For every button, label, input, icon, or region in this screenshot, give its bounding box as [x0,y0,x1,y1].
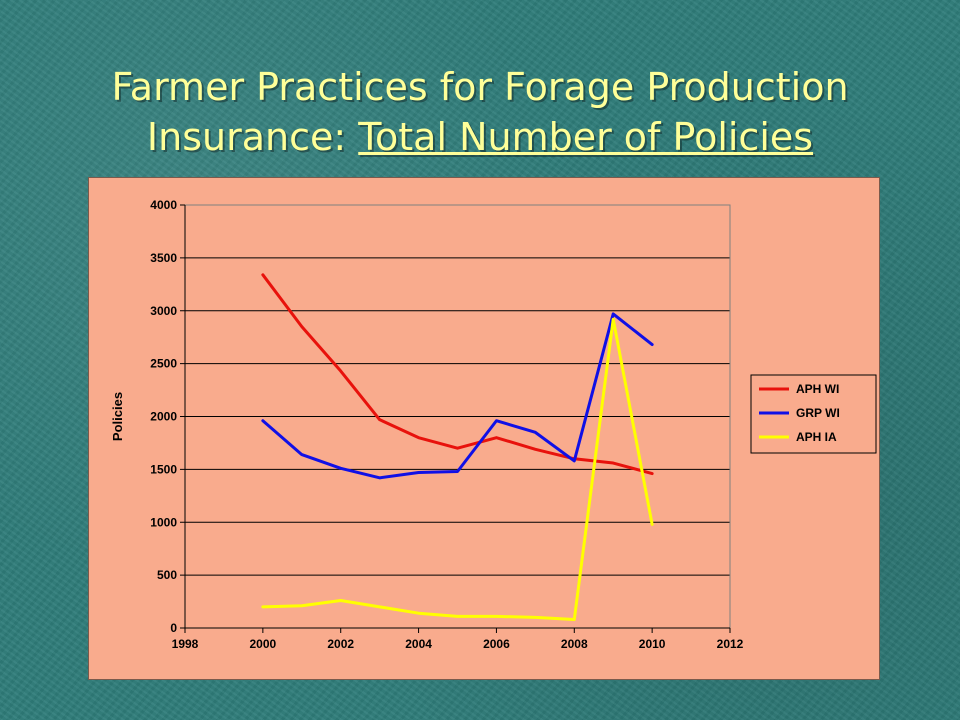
y-tick-label-1000: 1000 [150,515,177,529]
chart-area: 0 500 1000 1500 2000 2500 3000 3500 4000 1998 2000… [88,177,880,680]
series-line-aph-wi [261,273,654,476]
title-line-2-prefix: Insurance: [146,115,359,159]
line-chart: 0 500 1000 1500 2000 2500 3000 3500 4000 1998 2000… [110,198,877,651]
x-tick-label-2008: 2008 [561,637,588,651]
title-line-2-underlined: Total Number of Policies [358,115,814,159]
slide-title: Farmer Practices for Forage Production I… [0,62,960,162]
y-tick-label-1500: 1500 [150,462,177,476]
y-tick-label-2500: 2500 [150,357,177,371]
y-axis-label: Policies [110,392,125,441]
x-tick-label-2010: 2010 [639,637,666,651]
x-tick-label-1998: 1998 [172,637,199,651]
legend-label-aph-wi: APH WI [796,382,839,396]
y-tick-label-500: 500 [157,568,177,582]
y-tick-label-0: 0 [170,621,177,635]
y-tick-label-4000: 4000 [150,198,177,212]
series-line-grp-wi [261,312,654,480]
y-tick-label-3500: 3500 [150,251,177,265]
legend-label-aph-ia: APH IA [796,430,837,444]
y-tick-label-3000: 3000 [150,304,177,318]
y-tick-label-2000: 2000 [150,410,177,424]
x-tick-label-2006: 2006 [483,637,510,651]
title-line-2: Insurance: Total Number of Policies [0,112,960,162]
x-tick-label-2000: 2000 [250,637,277,651]
title-line-1: Farmer Practices for Forage Production [111,65,849,109]
legend-label-grp-wi: GRP WI [796,406,840,420]
x-tick-label-2012: 2012 [717,637,744,651]
series-line-aph-ia [261,317,654,622]
x-tick-label-2002: 2002 [327,637,354,651]
x-tick-label-2004: 2004 [405,637,432,651]
